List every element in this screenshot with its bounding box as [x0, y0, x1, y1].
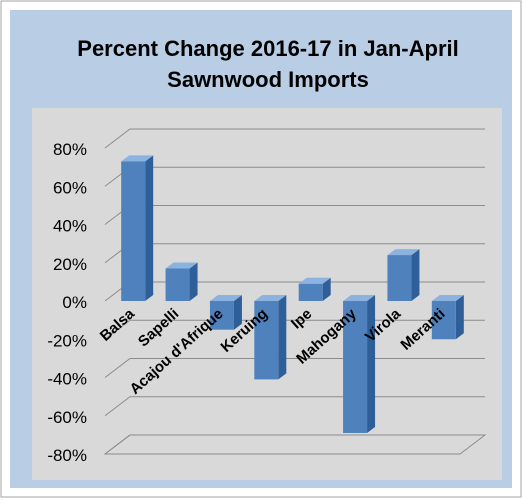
bar [431, 295, 464, 340]
bar-top [121, 155, 154, 162]
bar-front [254, 301, 279, 380]
y-tick-label: 20% [53, 255, 87, 274]
y-tick-label: 0% [62, 293, 87, 312]
bar-side [411, 249, 420, 301]
bar [298, 277, 331, 301]
bar-top [431, 295, 464, 301]
bar-side [233, 295, 242, 330]
y-tick-label: 80% [53, 140, 87, 159]
bar-side [145, 155, 154, 301]
bar [165, 262, 198, 301]
bar-side [189, 262, 198, 301]
y-tick-label: 40% [53, 217, 87, 236]
chart-title-line-1: Percent Change 2016-17 in Jan-April [77, 36, 458, 61]
bar [387, 249, 420, 301]
bar-front [298, 283, 323, 301]
bar-side [367, 295, 376, 433]
bar [121, 155, 154, 301]
bar-front [121, 161, 146, 301]
bar [254, 295, 287, 380]
chart-floor [103, 434, 487, 455]
bar [209, 295, 242, 330]
bar-front [165, 268, 190, 301]
bar-top [343, 295, 376, 301]
bar-top [165, 262, 198, 269]
y-tick-label: 60% [53, 178, 87, 197]
bar-top [209, 295, 242, 301]
bar [343, 295, 376, 433]
plot-area [32, 108, 502, 480]
y-tick-label: -40% [47, 370, 87, 389]
y-axis-ticks: 80% 60% 40% 20% 0% -20% -40% -60% -80% [47, 140, 87, 465]
y-tick-label: -20% [47, 331, 87, 350]
y-tick-label: -60% [47, 408, 87, 427]
bar-side [455, 295, 464, 340]
gridline [104, 128, 485, 149]
bar-front [431, 301, 456, 340]
y-tick-label: -80% [47, 446, 87, 465]
chart-title-line-2: Sawnwood Imports [167, 67, 369, 92]
bars [121, 155, 464, 433]
bar-side [322, 277, 331, 301]
bar-top [298, 277, 331, 284]
bar-side [278, 295, 287, 380]
bar-front [343, 301, 368, 433]
bar-top [387, 249, 420, 256]
bar-front [387, 255, 412, 301]
bar-front [209, 301, 234, 330]
bar-top [254, 295, 287, 301]
